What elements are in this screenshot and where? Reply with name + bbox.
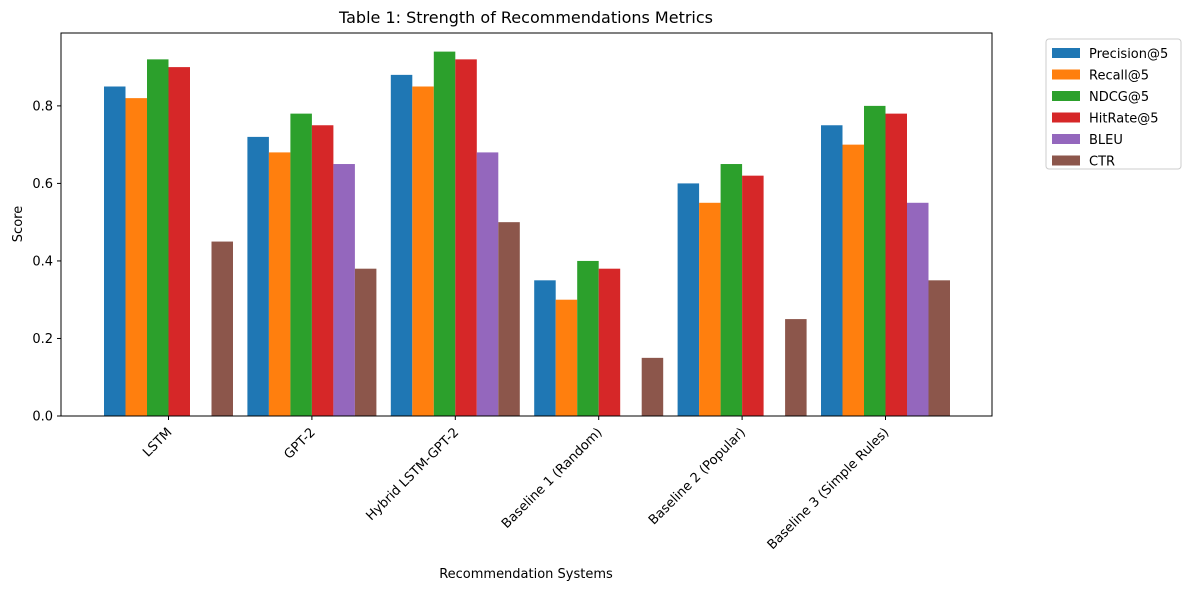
- legend-swatch: [1052, 134, 1080, 144]
- x-tick-label: LSTM: [140, 425, 175, 460]
- bar: [476, 152, 499, 416]
- bar: [412, 86, 434, 416]
- bar: [598, 268, 621, 416]
- bar: [125, 98, 147, 416]
- bar: [104, 86, 126, 416]
- bar: [885, 113, 907, 416]
- x-axis-label: Recommendation Systems: [439, 567, 613, 582]
- legend-label: CTR: [1089, 155, 1115, 170]
- bar: [785, 319, 807, 416]
- y-axis-label: Score: [11, 206, 26, 242]
- bar: [211, 241, 233, 416]
- bar: [864, 105, 886, 416]
- bar: [907, 202, 929, 416]
- legend-swatch: [1052, 112, 1080, 123]
- bar: [311, 125, 334, 416]
- x-tick-label: Hybrid LSTM-GPT-2: [363, 425, 462, 524]
- y-tick-label: 0.4: [32, 254, 53, 269]
- legend: Precision@5 Recall@5 NDCG@5 HitRate@5 BLEU CT…: [1045, 38, 1182, 170]
- legend-label: BLEU: [1089, 133, 1123, 148]
- y-tick-label: 0.0: [32, 410, 53, 425]
- legend-swatch: [1052, 69, 1080, 80]
- y-tick-label: 0.2: [32, 332, 53, 347]
- bar: [720, 164, 743, 416]
- bar: [390, 74, 413, 417]
- x-tick-label: Baseline 2 (Popular): [646, 425, 749, 528]
- plot-frame: [60, 32, 993, 417]
- bar: [821, 125, 843, 416]
- bar: [268, 152, 291, 416]
- bars-layer: [104, 51, 950, 417]
- x-tick-label: Baseline 3 (Simple Rules): [765, 425, 893, 553]
- bar: [641, 357, 664, 416]
- legend-swatch: [1052, 48, 1080, 58]
- bar: [290, 113, 312, 416]
- legend-label: Precision@5: [1089, 47, 1168, 62]
- legend-swatch: [1052, 91, 1080, 101]
- chart-title: Table 1: Strength of Recommendations Met…: [338, 8, 713, 27]
- bar: [534, 280, 556, 416]
- bar: [247, 136, 269, 416]
- legend-swatch: [1052, 155, 1080, 166]
- bar: [742, 175, 764, 416]
- legend-label: HitRate@5: [1089, 112, 1159, 127]
- bar: [455, 59, 477, 417]
- x-tick-label: GPT-2: [282, 425, 319, 462]
- y-tick-label: 0.6: [32, 177, 53, 192]
- x-tick-label: Baseline 1 (Random): [499, 425, 606, 532]
- bar: [147, 59, 169, 417]
- bar: [498, 222, 520, 416]
- bar: [555, 299, 578, 416]
- legend-label: NDCG@5: [1089, 90, 1149, 105]
- bar: [699, 202, 721, 416]
- bar: [677, 183, 700, 416]
- bar: [928, 280, 950, 416]
- bar: [168, 67, 190, 417]
- bar: [354, 268, 377, 416]
- bar: [577, 260, 599, 416]
- bar: [333, 164, 355, 416]
- legend-label: Recall@5: [1089, 69, 1149, 84]
- bar: [433, 51, 456, 417]
- bar: [842, 144, 864, 416]
- y-tick-label: 0.8: [32, 99, 53, 114]
